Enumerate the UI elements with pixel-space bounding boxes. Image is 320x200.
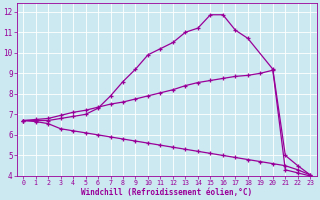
X-axis label: Windchill (Refroidissement éolien,°C): Windchill (Refroidissement éolien,°C) [81, 188, 252, 197]
